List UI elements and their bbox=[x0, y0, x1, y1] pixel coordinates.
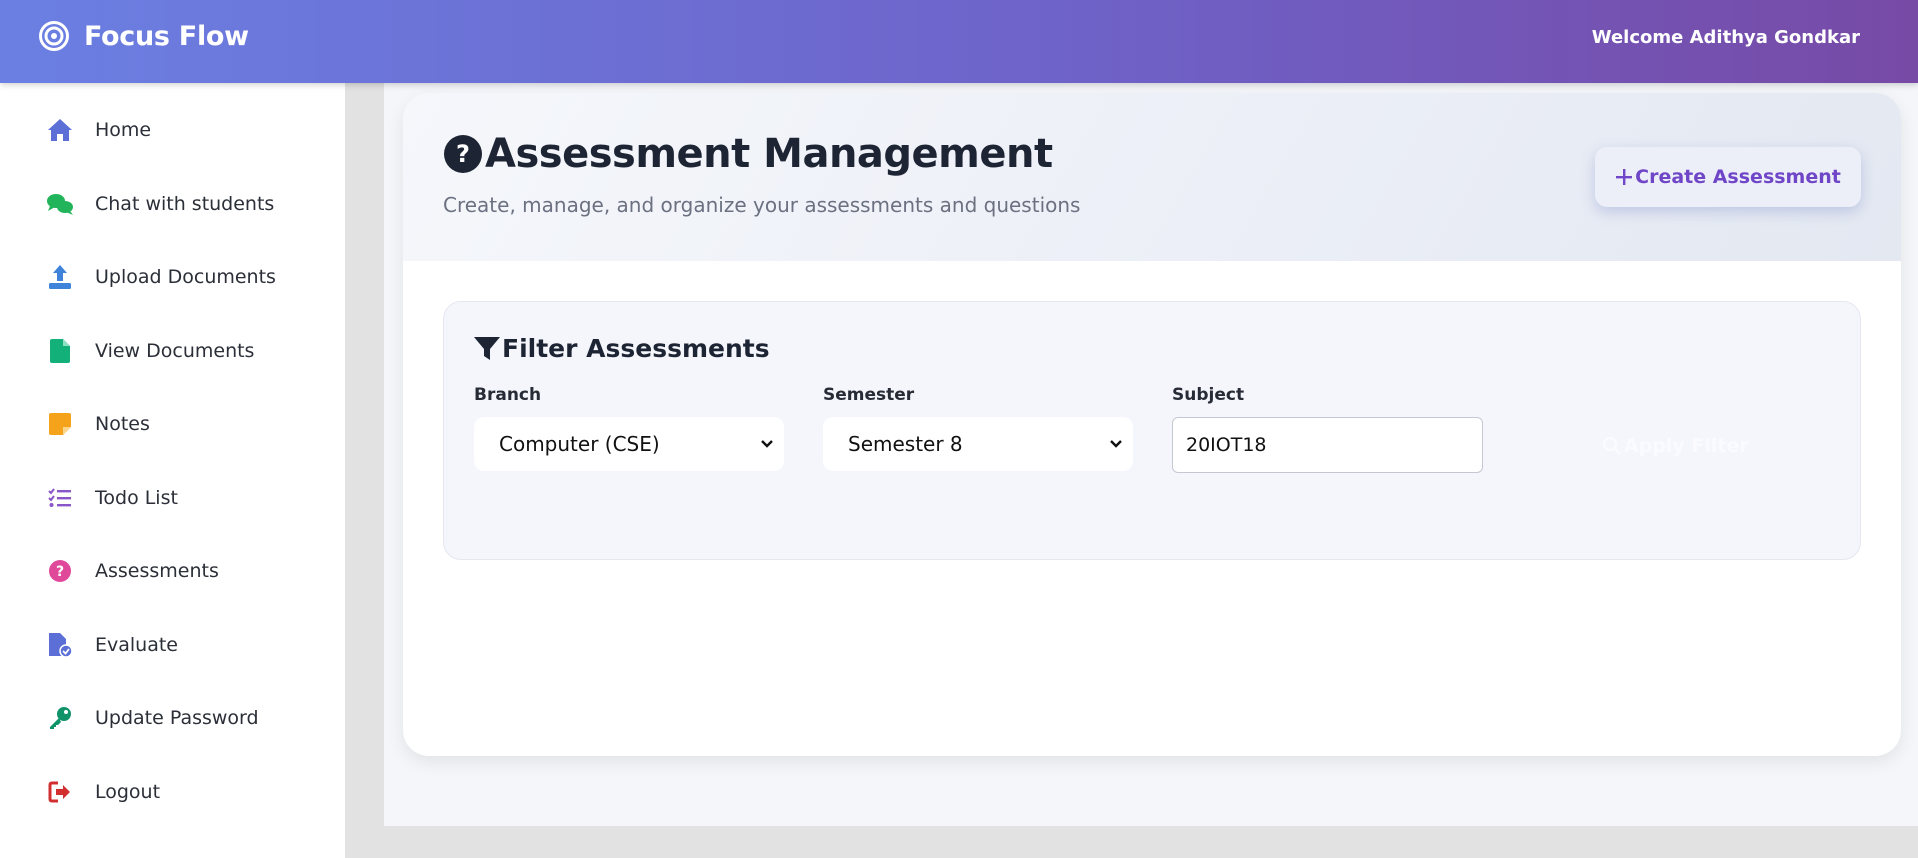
chevron-down-icon bbox=[1110, 440, 1122, 448]
filter-title: Filter Assessments bbox=[502, 334, 770, 363]
sidebar-item-evaluate[interactable]: Evaluate bbox=[46, 627, 178, 663]
sidebar: Home Chat with students Upload Documents… bbox=[0, 83, 345, 858]
apply-filter-label: Apply Filter bbox=[1624, 435, 1749, 457]
sidebar-item-label: Logout bbox=[95, 781, 161, 803]
branch-select-value: Computer (CSE) bbox=[499, 432, 660, 456]
semester-select[interactable]: Semester 8 bbox=[823, 417, 1133, 471]
home-icon bbox=[46, 116, 74, 144]
title-row: ? Assessment Management bbox=[443, 131, 1053, 177]
sidebar-item-label: Notes bbox=[95, 413, 150, 435]
create-assessment-label: Create Assessment bbox=[1635, 166, 1841, 188]
welcome-text: Welcome Adithya Gondkar bbox=[1591, 27, 1860, 48]
top-bar: Focus Flow Welcome Adithya Gondkar bbox=[0, 0, 1918, 83]
document-icon bbox=[46, 337, 74, 365]
sidebar-item-home[interactable]: Home bbox=[46, 112, 151, 148]
question-circle-icon: ? bbox=[444, 135, 482, 173]
branch-label: Branch bbox=[474, 385, 542, 405]
brand-name: Focus Flow bbox=[84, 20, 249, 52]
page-title: Assessment Management bbox=[485, 131, 1053, 177]
sidebar-item-label: Home bbox=[95, 119, 152, 141]
target-logo-icon bbox=[39, 21, 69, 51]
sidebar-item-notes[interactable]: Notes bbox=[46, 406, 150, 442]
upload-icon bbox=[46, 263, 74, 291]
chevron-down-icon bbox=[761, 440, 773, 448]
sidebar-item-todo-list[interactable]: Todo List bbox=[46, 480, 178, 516]
logout-icon bbox=[46, 778, 74, 806]
semester-label: Semester bbox=[823, 385, 915, 405]
sidebar-item-label: Update Password bbox=[95, 707, 259, 729]
checklist-icon bbox=[46, 484, 74, 512]
page-subtitle: Create, manage, and organize your assess… bbox=[443, 193, 1081, 217]
create-assessment-button[interactable]: Create Assessment bbox=[1595, 147, 1861, 207]
sidebar-item-update-password[interactable]: Update Password bbox=[46, 700, 259, 736]
sidebar-item-assessments[interactable]: ? Assessments bbox=[46, 553, 219, 589]
semester-select-value: Semester 8 bbox=[848, 432, 963, 456]
assessment-card: ? Assessment Management Create, manage, … bbox=[403, 93, 1901, 756]
sidebar-item-label: Assessments bbox=[95, 560, 219, 582]
sidebar-item-logout[interactable]: Logout bbox=[46, 774, 160, 810]
sidebar-item-label: Todo List bbox=[95, 487, 178, 509]
question-circle-icon: ? bbox=[46, 557, 74, 585]
sidebar-item-label: Chat with students bbox=[95, 193, 275, 215]
sidebar-item-label: Evaluate bbox=[95, 634, 178, 656]
card-header: ? Assessment Management Create, manage, … bbox=[403, 93, 1901, 261]
plus-icon bbox=[1616, 169, 1633, 185]
search-icon bbox=[1602, 436, 1621, 455]
apply-filter-button[interactable]: Apply Filter bbox=[1602, 430, 1749, 462]
sidebar-item-chat[interactable]: Chat with students bbox=[46, 186, 274, 222]
subject-label: Subject bbox=[1172, 385, 1245, 405]
filter-title-row: Filter Assessments bbox=[474, 334, 770, 363]
branch-select[interactable]: Computer (CSE) bbox=[474, 417, 784, 471]
sidebar-item-view-documents[interactable]: View Documents bbox=[46, 333, 254, 369]
svg-text:?: ? bbox=[456, 140, 470, 168]
chat-icon bbox=[46, 190, 74, 218]
subject-input[interactable] bbox=[1172, 417, 1483, 473]
svg-text:?: ? bbox=[56, 564, 64, 580]
brand[interactable]: Focus Flow bbox=[38, 20, 249, 52]
sidebar-item-label: View Documents bbox=[95, 340, 255, 362]
filter-panel: Filter Assessments Branch Computer (CSE)… bbox=[443, 301, 1861, 560]
file-check-icon bbox=[46, 631, 74, 659]
sidebar-item-upload-documents[interactable]: Upload Documents bbox=[46, 259, 276, 295]
sidebar-item-label: Upload Documents bbox=[95, 266, 276, 288]
note-icon bbox=[46, 410, 74, 438]
filter-icon bbox=[474, 336, 500, 360]
key-icon bbox=[46, 704, 74, 732]
